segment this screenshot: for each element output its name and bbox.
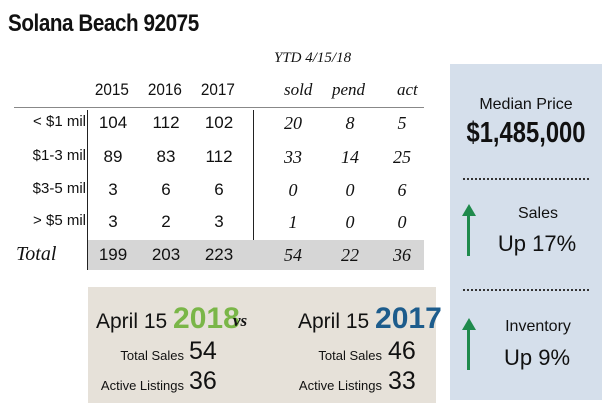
total-cell: 203	[151, 245, 181, 264]
col-header-2016: 2016	[147, 80, 182, 99]
total-cell: 22	[341, 245, 359, 265]
right-listings-value: 33	[388, 367, 416, 395]
ytd-label: YTD 4/15/18	[274, 50, 352, 66]
table-cell: 3	[108, 180, 118, 199]
right-sales-value: 46	[388, 337, 416, 365]
table-cell: 25	[393, 147, 411, 167]
total-cell: 36	[393, 245, 411, 265]
col-header-pend: pend	[332, 80, 366, 99]
dotted-divider	[463, 289, 589, 291]
table-cell: 3	[108, 212, 118, 231]
col-header-2015: 2015	[94, 80, 129, 99]
total-label: Total	[16, 243, 57, 265]
table-cell: 104	[98, 113, 128, 132]
vs-label: vs	[233, 311, 248, 330]
row-label: $3-5 mil	[32, 180, 86, 197]
right-listings-label: Active Listings	[298, 378, 382, 393]
table-cell: 112	[152, 113, 180, 132]
table-cell: 1	[288, 212, 298, 232]
ytd-divider	[253, 110, 254, 270]
comparison-box	[88, 287, 436, 403]
row-label: < $1 mil	[33, 113, 86, 130]
table-cell: 112	[205, 147, 233, 166]
col-header-2017: 2017	[200, 80, 235, 99]
left-listings-value: 36	[189, 367, 217, 395]
right-year: 2017	[375, 302, 442, 335]
table-cell: 5	[397, 113, 407, 133]
table-cell: 6	[397, 180, 407, 200]
table-cell: 102	[204, 113, 234, 132]
right-sales-label: Total Sales	[318, 348, 382, 363]
total-row-background	[88, 240, 424, 270]
table-cell: 8	[345, 113, 355, 133]
header-rule	[14, 107, 424, 108]
row-label-divider	[87, 110, 88, 270]
table-cell: 14	[341, 147, 359, 167]
page-title: Solana Beach 92075	[8, 10, 199, 37]
sales-up-arrow-icon	[462, 204, 476, 216]
left-sales-label: Total Sales	[120, 348, 184, 363]
col-header-sold: sold	[284, 80, 313, 99]
row-label: > $5 mil	[33, 212, 86, 229]
table-cell: 0	[288, 180, 298, 200]
table-cell: 20	[284, 113, 302, 133]
total-cell: 54	[284, 245, 302, 265]
table-cell: 6	[214, 180, 224, 199]
total-cell: 223	[204, 245, 234, 264]
sales-up-arrow-shaft	[467, 214, 470, 256]
summary-panel	[450, 64, 602, 400]
inventory-label: Inventory	[505, 318, 571, 335]
inventory-up-arrow-icon	[462, 318, 476, 330]
comparison-right-date: April 15 2017	[298, 302, 442, 336]
table-cell: 33	[284, 147, 302, 167]
comparison-left-date: April 15 2018	[96, 302, 240, 336]
inventory-up-arrow-shaft	[467, 328, 470, 370]
total-cell: 199	[98, 245, 128, 264]
table-cell: 6	[161, 180, 171, 199]
table-cell: 2	[161, 212, 171, 231]
inventory-change: Up 9%	[503, 345, 571, 370]
table-cell: 3	[214, 212, 224, 231]
left-sales-value: 54	[189, 337, 217, 365]
sales-change: Up 17%	[497, 231, 577, 256]
left-listings-label: Active Listings	[100, 378, 184, 393]
table-cell: 83	[156, 147, 176, 166]
dotted-divider	[463, 178, 589, 180]
col-header-act: act	[397, 80, 418, 99]
median-price-value: $1,485,000	[466, 117, 586, 149]
table-cell: 0	[397, 212, 407, 232]
median-price-label: Median Price	[479, 96, 573, 113]
table-cell: 0	[345, 180, 355, 200]
table-cell: 89	[103, 147, 123, 166]
right-date-text: April 15	[298, 310, 370, 333]
left-date-text: April 15	[96, 310, 168, 333]
sales-label: Sales	[517, 205, 559, 222]
table-cell: 0	[345, 212, 355, 232]
left-year: 2018	[173, 302, 240, 335]
row-label: $1-3 mil	[32, 147, 86, 164]
